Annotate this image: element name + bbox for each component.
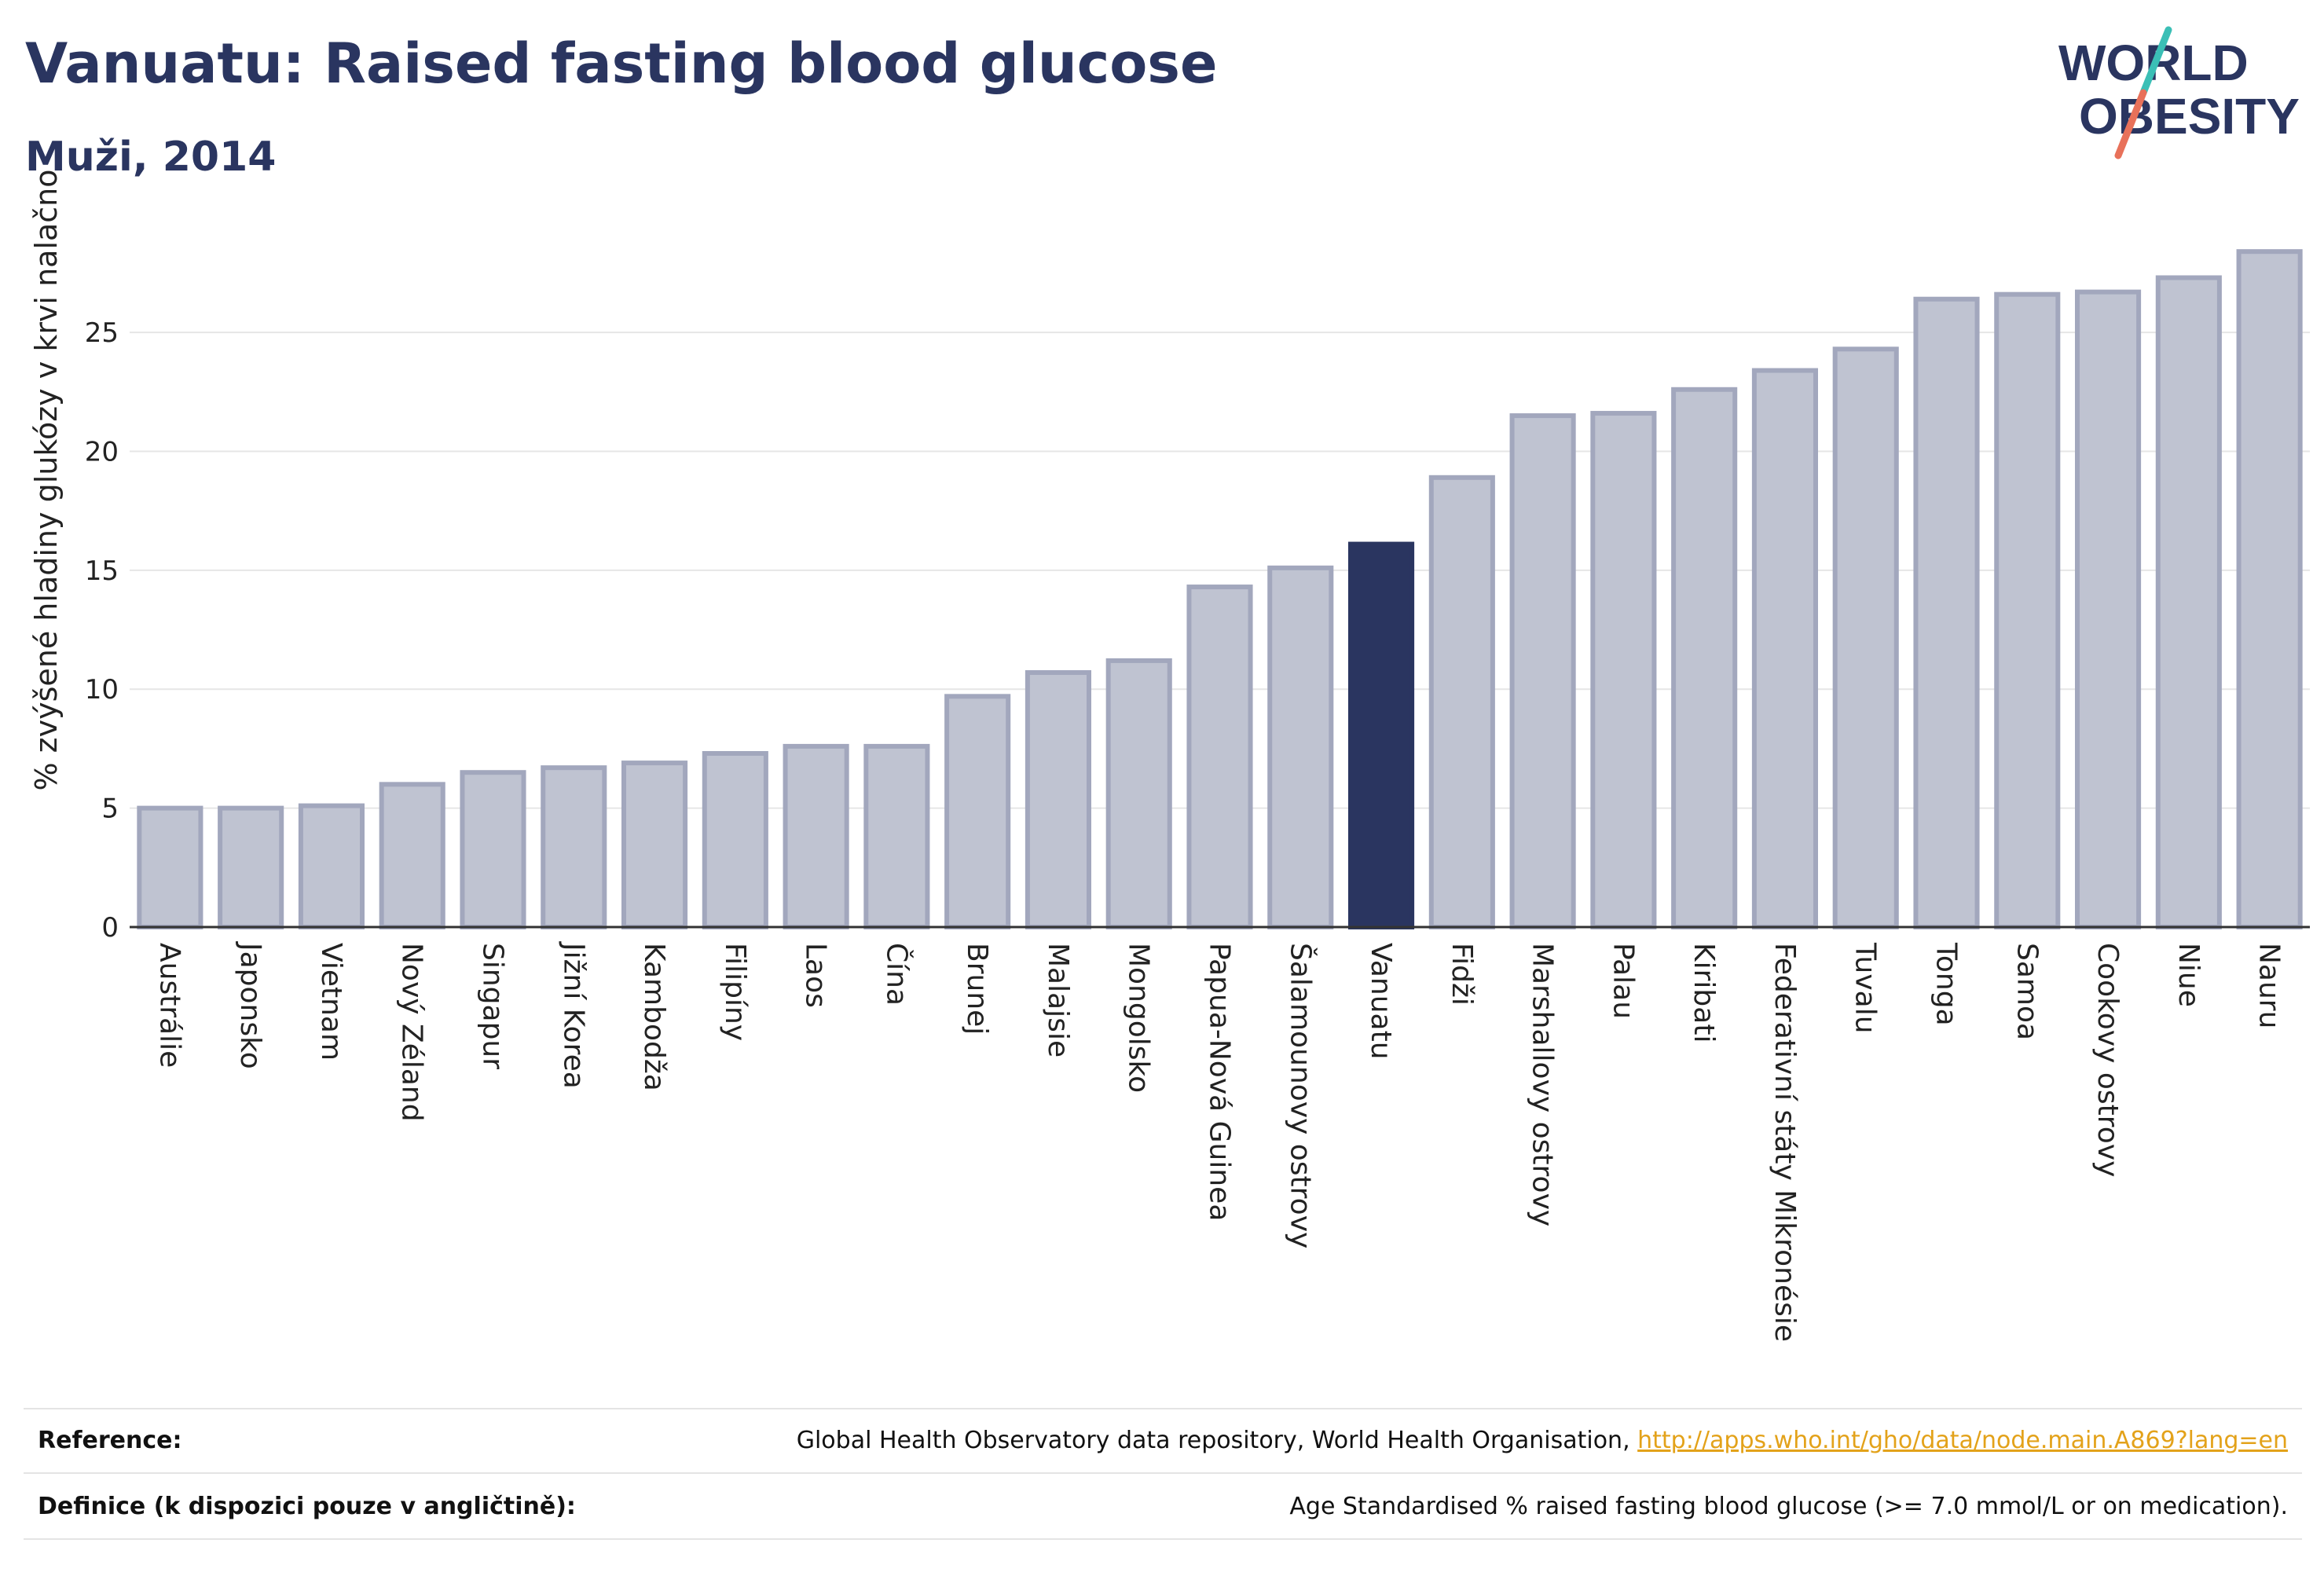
y-tick-label: 10 [85, 674, 119, 706]
bar [1428, 475, 1495, 929]
x-tick-label: Palau [1607, 943, 1639, 1019]
y-tick-label: 25 [85, 317, 119, 349]
x-tick-label: Brunej [961, 943, 993, 1035]
x-tick-label: Tonga [1930, 942, 1963, 1026]
logo-line2: OBESITY [2079, 88, 2300, 145]
bar [1186, 585, 1253, 929]
y-tick-label: 15 [85, 555, 119, 587]
bar [1105, 658, 1172, 929]
x-tick-label: Marshallovy ostrovy [1527, 943, 1559, 1226]
bar [1025, 670, 1092, 929]
x-tick-label: Nauru [2253, 943, 2286, 1028]
x-tick-label: Šalamounovy ostrovy [1284, 943, 1317, 1248]
x-tick-label: Nový Zéland [396, 943, 428, 1122]
bar [2155, 275, 2222, 929]
reference-source: Global Health Observatory data repositor… [796, 1427, 1638, 1454]
footer-divider-bottom [24, 1538, 2302, 1540]
x-tick-label: Kambodža [638, 943, 670, 1091]
bar [137, 805, 203, 930]
x-tick-label: Čína [880, 943, 913, 1006]
footer-divider-middle [24, 1472, 2302, 1474]
bar [2075, 289, 2142, 930]
bar [541, 765, 607, 930]
x-tick-label: Austrálie [153, 943, 185, 1068]
definition-text: Age Standardised % raised fasting blood … [1289, 1493, 2288, 1520]
x-tick-label: Papua-Nová Guinea [1204, 943, 1236, 1221]
reference-link[interactable]: http://apps.who.int/gho/data/node.main.A… [1637, 1427, 2288, 1454]
bar [1348, 541, 1415, 929]
bar [1994, 291, 2061, 930]
x-tick-label: Cookovy ostrovy [2091, 943, 2124, 1177]
bar-chart: 0 5 10 15 20 25 % zvýšené hladiny glukózy v kr… [29, 169, 2310, 1342]
x-tick-label: Laos [800, 943, 832, 1008]
x-tick-label: Japonsko [234, 941, 266, 1069]
y-tick-label: 20 [85, 436, 119, 467]
x-tick-label: Malajsie [1042, 943, 1074, 1057]
x-tick-label: Samoa [2011, 943, 2043, 1040]
x-tick-label: Jižní Korea [557, 941, 589, 1089]
bar [1509, 413, 1576, 929]
bar [783, 743, 849, 929]
chart-title: Vanuatu: Raised fasting blood glucose [25, 31, 1218, 96]
x-tick-label: Niue [2172, 943, 2205, 1007]
x-tick-label: Fidži [1446, 943, 1478, 1006]
bar [944, 694, 1011, 930]
footer-divider-top [24, 1408, 2302, 1409]
x-tick-label: Filipíny [719, 943, 751, 1041]
y-axis-title: % zvýšené hladiny glukózy v krvi nalačno [29, 169, 64, 790]
bar [1671, 387, 1738, 929]
x-tick-label: Mongolsko [1123, 943, 1155, 1093]
bar [863, 743, 930, 929]
bar [1590, 411, 1657, 929]
bar [1913, 296, 1980, 930]
reference-label: Reference: [38, 1427, 182, 1454]
x-tick-label: Federativní státy Mikronésie [1769, 943, 1801, 1342]
chart-subtitle: Muži, 2014 [25, 134, 277, 181]
y-tick-label: 0 [101, 912, 119, 944]
bar [1832, 346, 1899, 929]
x-tick-label: Tuvalu [1849, 942, 1882, 1034]
x-tick-label: Singapur [477, 943, 509, 1069]
bar [379, 782, 445, 930]
bar [1267, 565, 1334, 929]
y-tick-label: 5 [101, 793, 119, 825]
x-tick-label: Kiribati [1688, 943, 1720, 1043]
bar [298, 803, 365, 930]
reference-text: Global Health Observatory data repositor… [797, 1427, 2288, 1454]
bar [460, 770, 526, 930]
definition-label: Definice (k dispozici pouze v angličtině… [38, 1493, 576, 1520]
x-tick-label: Vanuatu [1365, 943, 1397, 1060]
bar [218, 805, 284, 930]
world-obesity-logo: WORLD OBESITY [2058, 26, 2300, 159]
bar [702, 750, 768, 929]
bar [621, 761, 688, 929]
x-tick-label: Vietnam [315, 943, 347, 1061]
bar [2236, 249, 2303, 929]
bar [1751, 368, 1819, 930]
